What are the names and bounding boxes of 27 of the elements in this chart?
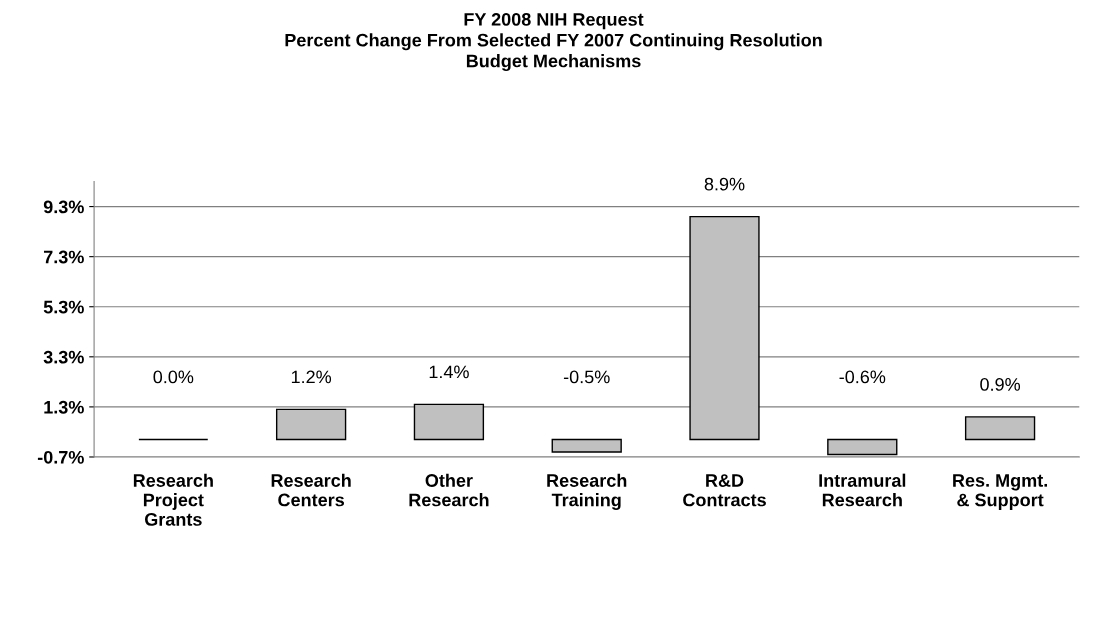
bar: [275, 408, 347, 441]
data-label: -0.5%: [563, 370, 610, 384]
data-label: 0.9%: [980, 378, 1021, 391]
data-label: -0.6%: [839, 370, 886, 384]
y-tick-label: 5.3%: [43, 300, 84, 314]
y-tick-label: 3.3%: [43, 350, 84, 364]
y-tick-label: -0.7%: [37, 450, 84, 464]
y-tick-label: 9.3%: [43, 200, 84, 214]
data-label: 1.4%: [429, 365, 469, 379]
bar: [413, 403, 485, 441]
x-tick-label: R&D Contracts: [683, 474, 766, 507]
x-tick-label: Research Centers: [271, 473, 351, 507]
bar: [551, 438, 622, 453]
data-label: 1.2%: [291, 370, 332, 384]
data-label: 8.9%: [704, 177, 745, 191]
x-tick-label: Research Project Grants: [133, 473, 213, 526]
x-tick-label: Other Research: [409, 473, 489, 507]
y-tick-label: 7.3%: [44, 250, 84, 264]
x-tick-label: Research Training: [547, 473, 627, 510]
chart-title: FY 2008 NIH Request Percent Change From Selected FY 2007 Continuing Resolution Budget Mechanisms: [285, 13, 822, 72]
x-tick-label: Intramural Research: [819, 473, 906, 507]
x-tick-label: Res. Mgmt. & Support: [953, 474, 1048, 510]
bar: [827, 438, 898, 456]
bar: [689, 215, 760, 441]
bar: [964, 416, 1036, 441]
y-tick-label: 1.3%: [44, 400, 84, 414]
data-label: 0.0%: [153, 370, 194, 384]
